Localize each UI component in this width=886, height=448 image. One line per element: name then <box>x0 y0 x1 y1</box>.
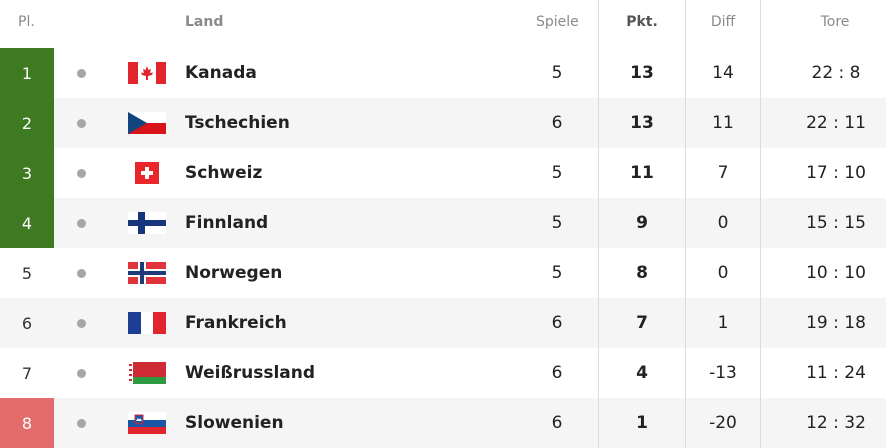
diff-cell: -20 <box>709 413 737 433</box>
team-name[interactable]: Schweiz <box>185 163 263 183</box>
team-name[interactable]: Norwegen <box>185 263 283 283</box>
team-name[interactable]: Weißrussland <box>185 363 316 383</box>
diff-cell: 11 <box>712 113 734 133</box>
points-cell: 8 <box>636 263 648 283</box>
position-cell: 6 <box>21 313 33 333</box>
games-cell: 5 <box>551 163 563 183</box>
status-dot-icon <box>77 369 86 378</box>
goals-cell: 15 : 15 <box>806 213 866 233</box>
header-games[interactable]: Spiele <box>536 14 579 30</box>
diff-cell: 0 <box>717 263 729 283</box>
points-cell: 11 <box>630 163 654 183</box>
goals-cell: 22 : 8 <box>811 63 861 83</box>
diff-cell: 0 <box>717 213 729 233</box>
team-name[interactable]: Kanada <box>185 63 257 83</box>
position-cell: 5 <box>21 263 33 283</box>
column-divider <box>760 0 761 448</box>
status-dot-icon <box>77 69 86 78</box>
header-goals[interactable]: Tore <box>820 14 850 30</box>
czech-flag-icon <box>128 112 166 134</box>
status-dot-icon <box>77 219 86 228</box>
slovenia-flag-icon <box>128 412 166 434</box>
table-row[interactable]: 2 Tschechien 6 13 11 22 : 11 <box>0 98 886 148</box>
header-position[interactable]: Pl. <box>18 14 35 30</box>
goals-cell: 17 : 10 <box>806 163 866 183</box>
table-row[interactable]: 8 Slowenien 6 1 -20 12 : 32 <box>0 398 886 448</box>
table-row[interactable]: 4 Finnland 5 9 0 15 : 15 <box>0 198 886 248</box>
position-cell: 1 <box>0 48 54 98</box>
status-dot-icon <box>77 319 86 328</box>
goals-cell: 22 : 11 <box>806 113 866 133</box>
games-cell: 5 <box>551 63 563 83</box>
column-divider <box>598 0 599 448</box>
position-cell: 3 <box>0 148 54 198</box>
position-cell: 8 <box>0 398 54 448</box>
header-team[interactable]: Land <box>185 14 224 30</box>
points-cell: 1 <box>636 413 648 433</box>
header-diff[interactable]: Diff <box>710 14 736 30</box>
column-divider <box>685 0 686 448</box>
team-name[interactable]: Finnland <box>185 213 269 233</box>
table-row[interactable]: 7 Weißrussland 6 4 -13 11 : 24 <box>0 348 886 398</box>
table-row[interactable]: 1 Kanada 5 13 14 22 : 8 <box>0 48 886 98</box>
team-name[interactable]: Slowenien <box>185 413 284 433</box>
norway-flag-icon <box>128 262 166 284</box>
points-cell: 13 <box>630 113 654 133</box>
games-cell: 6 <box>551 113 563 133</box>
games-cell: 5 <box>551 263 563 283</box>
table-row[interactable]: 5 Norwegen 5 8 0 10 : 10 <box>0 248 886 298</box>
goals-cell: 12 : 32 <box>806 413 866 433</box>
status-dot-icon <box>77 169 86 178</box>
position-cell: 4 <box>0 198 54 248</box>
goals-cell: 10 : 10 <box>806 263 866 283</box>
diff-cell: 14 <box>712 63 734 83</box>
points-cell: 13 <box>630 63 654 83</box>
diff-cell: 7 <box>717 163 729 183</box>
header-points[interactable]: Pkt. <box>626 14 658 30</box>
goals-cell: 19 : 18 <box>806 313 866 333</box>
status-dot-icon <box>77 419 86 428</box>
points-cell: 4 <box>636 363 648 383</box>
status-dot-icon <box>77 119 86 128</box>
table-row[interactable]: 3 Schweiz 5 11 7 17 : 10 <box>0 148 886 198</box>
switzerland-flag-icon <box>128 162 166 184</box>
points-cell: 9 <box>636 213 648 233</box>
table-header: Pl. Land Spiele Pkt. Diff Tore <box>0 0 886 48</box>
position-cell: 7 <box>21 363 33 383</box>
games-cell: 5 <box>551 213 563 233</box>
france-flag-icon <box>128 312 166 334</box>
games-cell: 6 <box>551 363 563 383</box>
diff-cell: 1 <box>717 313 729 333</box>
diff-cell: -13 <box>709 363 737 383</box>
goals-cell: 11 : 24 <box>806 363 866 383</box>
team-name[interactable]: Frankreich <box>185 313 287 333</box>
position-cell: 2 <box>0 98 54 148</box>
status-dot-icon <box>77 269 86 278</box>
games-cell: 6 <box>551 313 563 333</box>
belarus-flag-icon <box>128 362 166 384</box>
table-row[interactable]: 6 Frankreich 6 7 1 19 : 18 <box>0 298 886 348</box>
team-name[interactable]: Tschechien <box>185 113 290 133</box>
finland-flag-icon <box>128 212 166 234</box>
games-cell: 6 <box>551 413 563 433</box>
canada-flag-icon <box>128 62 166 84</box>
points-cell: 7 <box>636 313 648 333</box>
